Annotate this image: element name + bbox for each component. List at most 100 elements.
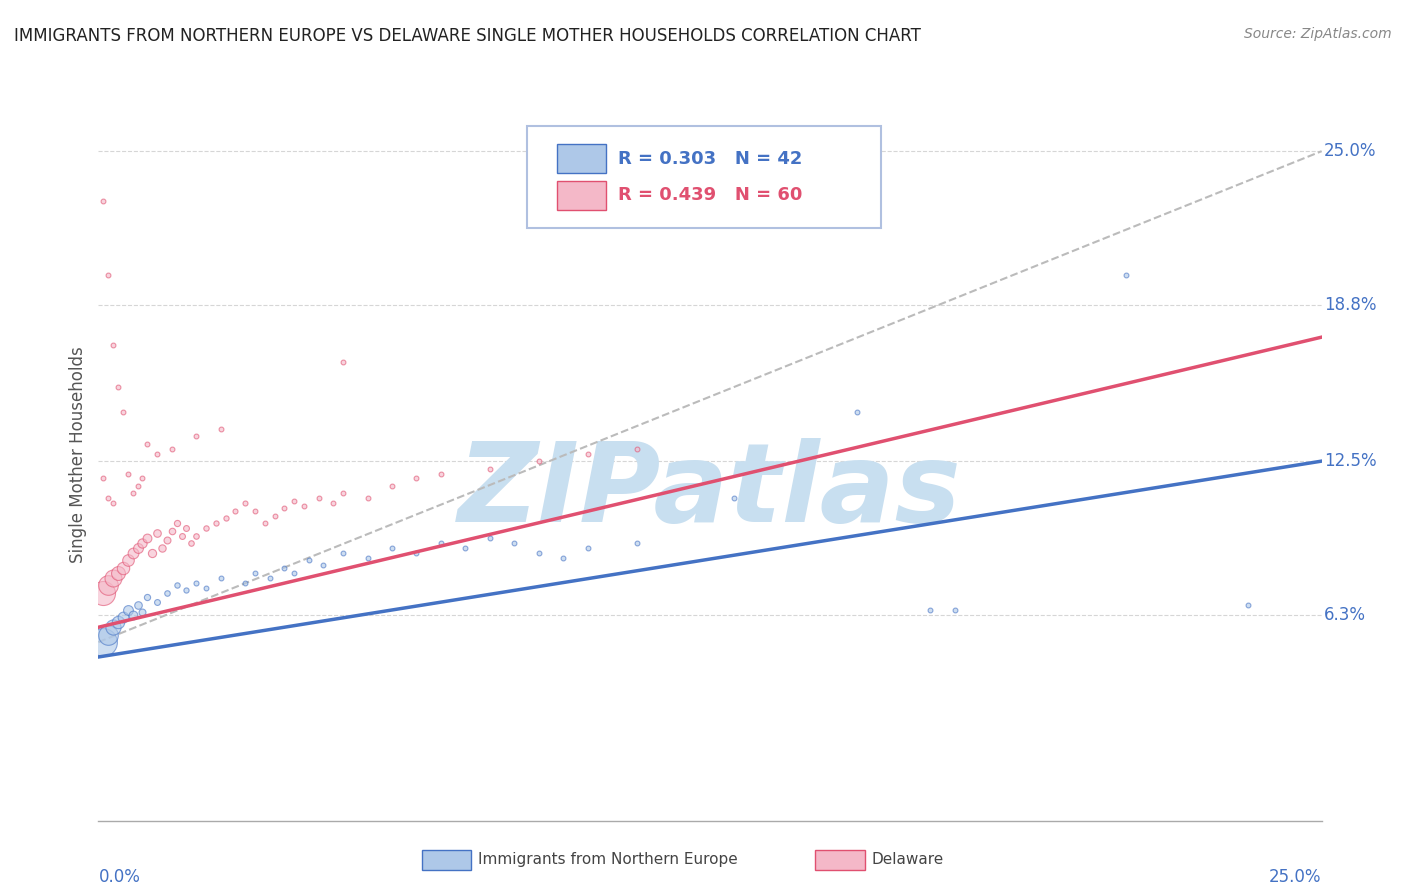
Point bbox=[97, 268, 120, 282]
Text: Source: ZipAtlas.com: Source: ZipAtlas.com bbox=[1244, 27, 1392, 41]
Point bbox=[180, 536, 202, 550]
Point bbox=[146, 595, 169, 609]
Bar bbox=[557, 180, 606, 210]
Point bbox=[156, 533, 179, 548]
Point bbox=[308, 491, 330, 506]
Point bbox=[920, 603, 942, 617]
Point bbox=[141, 546, 163, 560]
Point bbox=[273, 560, 295, 574]
Point bbox=[107, 566, 129, 580]
Point bbox=[478, 531, 501, 545]
Point bbox=[186, 575, 208, 590]
FancyBboxPatch shape bbox=[526, 126, 882, 228]
Point bbox=[292, 499, 315, 513]
Point bbox=[156, 585, 179, 599]
Point bbox=[1115, 268, 1137, 282]
Point bbox=[146, 447, 169, 461]
Point bbox=[332, 486, 354, 500]
Text: 25.0%: 25.0% bbox=[1270, 868, 1322, 886]
Point bbox=[233, 496, 256, 510]
Point bbox=[503, 536, 526, 550]
Point bbox=[117, 603, 139, 617]
Bar bbox=[557, 144, 606, 173]
Point bbox=[136, 436, 159, 450]
Point bbox=[298, 553, 321, 567]
Point bbox=[131, 536, 153, 550]
Point bbox=[845, 404, 868, 418]
Point bbox=[127, 541, 149, 555]
Point bbox=[253, 516, 276, 530]
Point bbox=[943, 603, 966, 617]
Point bbox=[381, 479, 404, 493]
Point bbox=[101, 620, 124, 634]
Text: Delaware: Delaware bbox=[872, 853, 943, 867]
Point bbox=[454, 541, 477, 555]
Point bbox=[150, 541, 173, 555]
Point bbox=[97, 491, 120, 506]
Point bbox=[209, 571, 232, 585]
Y-axis label: Single Mother Households: Single Mother Households bbox=[69, 347, 87, 563]
Text: 25.0%: 25.0% bbox=[1324, 142, 1376, 161]
Point bbox=[121, 546, 143, 560]
Text: IMMIGRANTS FROM NORTHERN EUROPE VS DELAWARE SINGLE MOTHER HOUSEHOLDS CORRELATION: IMMIGRANTS FROM NORTHERN EUROPE VS DELAW… bbox=[14, 27, 921, 45]
Point bbox=[527, 546, 550, 560]
Point bbox=[160, 442, 183, 456]
Point bbox=[430, 536, 453, 550]
Point bbox=[101, 337, 124, 351]
Point bbox=[111, 404, 134, 418]
Point bbox=[91, 194, 114, 208]
Point bbox=[233, 575, 256, 590]
Point bbox=[91, 635, 114, 649]
Point bbox=[131, 606, 153, 620]
Point bbox=[121, 607, 143, 622]
Point bbox=[195, 581, 218, 595]
Text: 6.3%: 6.3% bbox=[1324, 606, 1367, 624]
Text: 18.8%: 18.8% bbox=[1324, 296, 1376, 314]
Point bbox=[111, 610, 134, 624]
Point bbox=[170, 528, 193, 542]
Point bbox=[478, 461, 501, 475]
Point bbox=[117, 467, 139, 481]
Point bbox=[117, 553, 139, 567]
Point bbox=[626, 442, 648, 456]
Point bbox=[381, 541, 404, 555]
Point bbox=[430, 467, 453, 481]
Point bbox=[405, 546, 427, 560]
Point bbox=[259, 571, 281, 585]
Text: R = 0.439   N = 60: R = 0.439 N = 60 bbox=[619, 186, 803, 204]
Point bbox=[160, 524, 183, 538]
Point bbox=[166, 578, 188, 592]
Point bbox=[243, 566, 266, 580]
Point bbox=[243, 504, 266, 518]
Point bbox=[101, 571, 124, 585]
Point bbox=[195, 521, 218, 535]
Point bbox=[214, 511, 236, 525]
Point bbox=[405, 471, 427, 485]
Point bbox=[107, 615, 129, 630]
Point bbox=[209, 422, 232, 436]
Point bbox=[127, 479, 149, 493]
Point bbox=[131, 471, 153, 485]
Point bbox=[332, 546, 354, 560]
Point bbox=[166, 516, 188, 530]
Text: ZIPatlas: ZIPatlas bbox=[458, 438, 962, 545]
Point bbox=[723, 491, 745, 506]
Point bbox=[273, 501, 295, 516]
Point bbox=[127, 598, 149, 612]
Point bbox=[121, 486, 143, 500]
Text: 0.0%: 0.0% bbox=[98, 868, 141, 886]
Point bbox=[176, 582, 198, 597]
Point bbox=[322, 496, 344, 510]
Point bbox=[576, 541, 599, 555]
Text: 12.5%: 12.5% bbox=[1324, 452, 1376, 470]
Point bbox=[332, 355, 354, 369]
Point bbox=[224, 504, 246, 518]
Point bbox=[176, 521, 198, 535]
Point bbox=[107, 380, 129, 394]
Point bbox=[101, 496, 124, 510]
Point bbox=[136, 591, 159, 605]
Point bbox=[205, 516, 228, 530]
Point bbox=[576, 447, 599, 461]
Point bbox=[186, 528, 208, 542]
Point bbox=[136, 531, 159, 545]
